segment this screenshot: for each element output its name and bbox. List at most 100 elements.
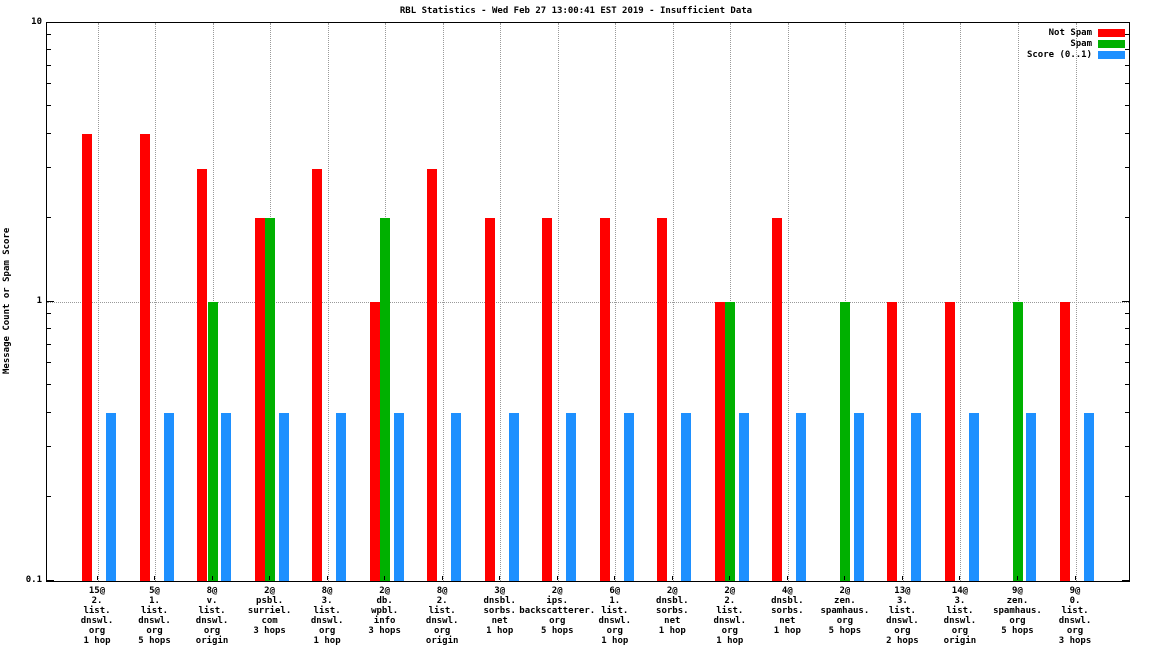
y-minor-tick-mark [1125,362,1129,364]
y-minor-tick-mark [1125,48,1129,50]
x-tick-mark [901,576,903,580]
bar-score-0-1- [393,413,404,581]
y-minor-tick-mark [47,105,51,107]
x-tick-mark [1016,576,1018,580]
plot-area: Not Spam Spam Score (0..1) [46,22,1130,582]
bar-score-0-1- [1084,413,1094,581]
y-minor-tick-mark [1125,327,1129,329]
x-tick-mark [269,576,271,580]
y-tick-mark [1122,300,1129,302]
bar-spam [840,302,851,581]
y-minor-tick-mark [47,343,51,345]
x-tick-label: 8@ 3. list. dnswl. org 1 hop [310,586,344,646]
x-tick-label: 15@ 2. list. dnswl. org 1 hop [80,586,114,646]
y-minor-tick-mark [1125,216,1129,218]
bar-spam [1012,302,1023,581]
x-tick-label: 2@ 2. list. dnswl. org 1 hop [713,586,747,646]
not-spam-swatch-icon [1098,29,1125,37]
bar-score-0-1- [336,413,347,581]
x-tick-label: 6@ 1. list. dnswl. org 1 hop [598,586,632,646]
x-tick-mark [384,576,386,580]
bar-score-0-1- [738,413,749,581]
bar-not-spam [484,218,495,581]
x-tick-label: 8@ 2. list. dnswl. org origin [425,586,459,646]
x-tick-label: 14@ 3. list. dnswl. org origin [943,586,977,646]
y-minor-tick-mark [47,83,51,85]
bar-score-0-1- [681,413,692,581]
bar-not-spam [427,168,438,581]
y-tick-mark [47,21,54,23]
bar-not-spam [254,218,265,581]
bar-not-spam [542,218,553,581]
y-tick-mark [1122,21,1129,23]
bar-not-spam [714,302,725,581]
y-minor-tick-mark [1125,446,1129,448]
x-tick-mark [671,576,673,580]
x-tick-mark [326,576,328,580]
bar-spam [380,218,391,581]
x-tick-mark [211,576,213,580]
bar-not-spam [82,134,92,581]
x-tick-mark [556,576,558,580]
x-tick-label: 4@ dnsbl. sorbs. net 1 hop [771,586,804,636]
y-minor-tick-mark [1125,105,1129,107]
bar-score-0-1- [163,413,174,581]
legend-item-score: Score (0..1) [1027,50,1125,60]
bar-score-0-1- [853,413,864,581]
y-minor-tick-mark [47,48,51,50]
y-minor-tick-mark [1125,411,1129,413]
bar-spam [265,218,276,581]
legend-label-score: Score (0..1) [1026,50,1092,60]
bar-not-spam [139,134,150,581]
bar-score-0-1- [221,413,232,581]
x-tick-mark [96,576,98,580]
bar-not-spam [944,302,955,581]
x-tick-label: 2@ zen. spamhaus. org 5 hops [820,586,870,636]
y-minor-tick-mark [1125,495,1129,497]
y-minor-tick-mark [47,362,51,364]
legend-item-spam: Spam [1027,39,1125,49]
bar-score-0-1- [1026,413,1037,581]
bar-not-spam [772,218,783,581]
legend-label-not-spam: Not Spam [1048,28,1092,38]
x-tick-label: 2@ db. wpbl. info 3 hops [368,586,401,636]
y-minor-tick-mark [47,313,51,315]
y-minor-tick-mark [47,446,51,448]
x-tick-label: 3@ dnsbl. sorbs. net 1 hop [483,586,516,636]
y-minor-tick-mark [1125,64,1129,66]
bar-not-spam [657,218,668,581]
bar-score-0-1- [278,413,289,581]
bar-score-0-1- [451,413,462,581]
x-tick-label: 2@ psbl. surriel. com 3 hops [247,586,292,636]
y-tick-label: 0.1 [25,575,42,585]
x-tick-label: 13@ 3. list. dnswl. org 2 hops [886,586,919,646]
bar-score-0-1- [566,413,577,581]
y-tick-mark [47,300,54,302]
bar-not-spam [1060,302,1070,581]
y-minor-tick-mark [47,167,51,169]
legend-item-not-spam: Not Spam [1027,28,1125,38]
bar-score-0-1- [623,413,634,581]
x-tick-label: 9@ 0. list. dnswl. org 3 hops [1058,586,1092,646]
legend: Not Spam Spam Score (0..1) [1027,28,1125,61]
y-minor-tick-mark [1125,167,1129,169]
y-tick-mark [1122,579,1129,581]
score-swatch-icon [1098,51,1125,59]
y-minor-tick-mark [47,411,51,413]
spam-swatch-icon [1098,40,1125,48]
bar-not-spam [312,168,323,581]
x-tick-mark [499,576,501,580]
x-tick-mark [729,576,731,580]
y-minor-tick-mark [1125,384,1129,386]
y-tick-mark [47,579,54,581]
bar-score-0-1- [508,413,519,581]
bar-not-spam [887,302,898,581]
bar-not-spam [197,168,208,581]
y-tick-label: 1 [36,296,42,306]
y-minor-tick-mark [47,216,51,218]
x-tick-mark [441,576,443,580]
y-minor-tick-mark [47,384,51,386]
x-tick-mark [786,576,788,580]
y-minor-tick-mark [47,132,51,134]
